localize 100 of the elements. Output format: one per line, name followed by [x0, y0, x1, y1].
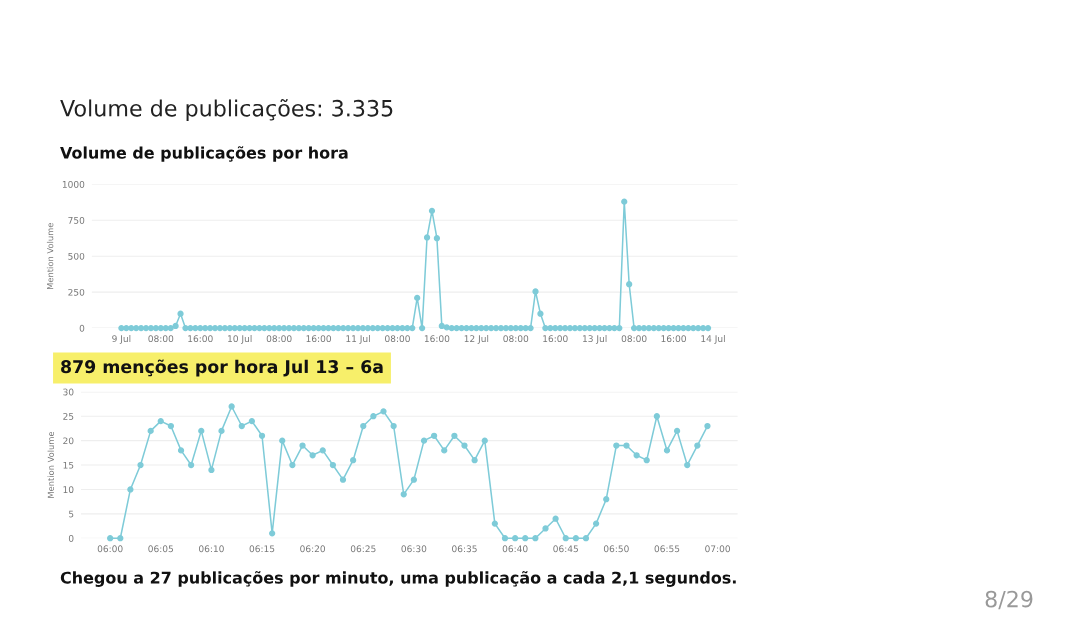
y-tick-label: 250: [68, 288, 85, 296]
point: [512, 535, 519, 542]
point: [400, 491, 407, 498]
x-tick-label: 16:00: [543, 335, 568, 343]
point: [117, 535, 124, 542]
point: [218, 427, 225, 435]
point: [248, 418, 255, 425]
y-tick-label: 5: [69, 510, 74, 518]
x-tick-label: 16:00: [424, 335, 450, 343]
point: [198, 427, 205, 435]
point: [603, 496, 610, 503]
point: [673, 427, 681, 435]
point: [289, 461, 296, 469]
point: [269, 530, 276, 537]
point: [137, 461, 144, 469]
x-tick-label: 07:00: [705, 545, 730, 553]
point: [491, 520, 498, 527]
point: [562, 535, 569, 542]
x-tick-label: 11 Jul: [346, 335, 370, 344]
point: [522, 535, 529, 542]
chart-subtitle: Volume de publicações por hora: [60, 146, 348, 162]
x-tick-label: 16:00: [306, 335, 331, 343]
point: [532, 535, 539, 542]
point: [694, 442, 701, 449]
x-tick-label: 06:35: [452, 545, 477, 553]
point: [238, 422, 245, 430]
point: [501, 535, 509, 542]
x-tick-label: 08:00: [385, 335, 410, 343]
point: [127, 486, 134, 493]
y-tick-label: 30: [63, 388, 74, 396]
chart-title: Volume de publicações: 3.335: [60, 99, 393, 121]
x-tick-label: 12 Jul: [464, 335, 489, 344]
x-tick-label: 9 Jul: [112, 335, 131, 344]
point: [441, 447, 448, 454]
chart-title: 879 menções por hora Jul 13 – 6a: [61, 359, 383, 377]
point: [572, 535, 580, 542]
point: [420, 437, 428, 444]
y-tick-label: 15: [63, 461, 74, 469]
point: [582, 535, 590, 542]
x-tick-label: 06:10: [199, 545, 224, 553]
point: [684, 461, 691, 469]
point: [471, 457, 478, 464]
y-axis-title: Mention Volume: [47, 431, 55, 498]
y-axis-title: Mention Volume: [46, 223, 54, 289]
point: [592, 520, 600, 527]
x-tick-label: 06:55: [654, 545, 680, 553]
x-tick-label: 06:40: [502, 545, 528, 553]
point: [157, 418, 164, 425]
x-tick-label: 14 Jul: [701, 335, 725, 344]
point: [390, 422, 397, 430]
x-tick-label: 08:00: [621, 335, 647, 343]
point: [461, 442, 468, 449]
x-tick-label: 16:00: [661, 335, 686, 343]
y-tick-label: 20: [63, 437, 74, 445]
point: [228, 403, 235, 410]
text: Chegou a 27 publicações por minuto, uma publicação a cada 2,1 segundos.: [60, 571, 736, 587]
y-tick-label: 0: [79, 324, 85, 332]
point: [360, 422, 367, 430]
point: [542, 525, 549, 532]
point: [623, 442, 630, 449]
y-tick-label: 25: [63, 412, 74, 420]
point: [309, 452, 316, 459]
point: [208, 466, 215, 474]
x-tick-label: 06:00: [97, 545, 123, 553]
point: [704, 422, 711, 430]
x-tick-label: 06:20: [300, 545, 326, 553]
x-tick-label: 06:30: [401, 545, 427, 553]
x-tick-label: 13 Jul: [583, 335, 607, 344]
text: 8/29: [985, 590, 1033, 610]
point: [633, 452, 640, 459]
x-tick-label: 06:25: [350, 545, 376, 553]
y-tick-label: 500: [68, 252, 85, 260]
point: [299, 442, 306, 449]
point: [167, 422, 175, 430]
point: [643, 457, 650, 464]
point: [451, 432, 458, 439]
point: [188, 461, 195, 469]
x-tick-label: 06:15: [249, 545, 275, 553]
point: [380, 408, 387, 415]
point: [319, 447, 326, 454]
point: [370, 413, 377, 420]
point: [107, 535, 114, 542]
point: [339, 476, 347, 483]
point: [177, 447, 185, 454]
x-tick-label: 06:05: [148, 545, 173, 553]
x-tick-label: 08:00: [266, 335, 292, 343]
point: [430, 432, 438, 439]
x-tick-label: 06:50: [603, 545, 629, 553]
x-tick-label: 10 Jul: [228, 335, 252, 344]
point: [613, 442, 620, 449]
point: [663, 447, 671, 454]
point: [279, 437, 286, 444]
x-tick-label: 08:00: [503, 335, 529, 343]
x-tick-label: 16:00: [188, 335, 213, 343]
point: [481, 437, 488, 444]
x-tick-label: 08:00: [148, 335, 174, 343]
point: [552, 515, 559, 522]
point: [410, 476, 418, 483]
point: [653, 413, 660, 420]
y-tick-label: 10: [63, 486, 74, 493]
